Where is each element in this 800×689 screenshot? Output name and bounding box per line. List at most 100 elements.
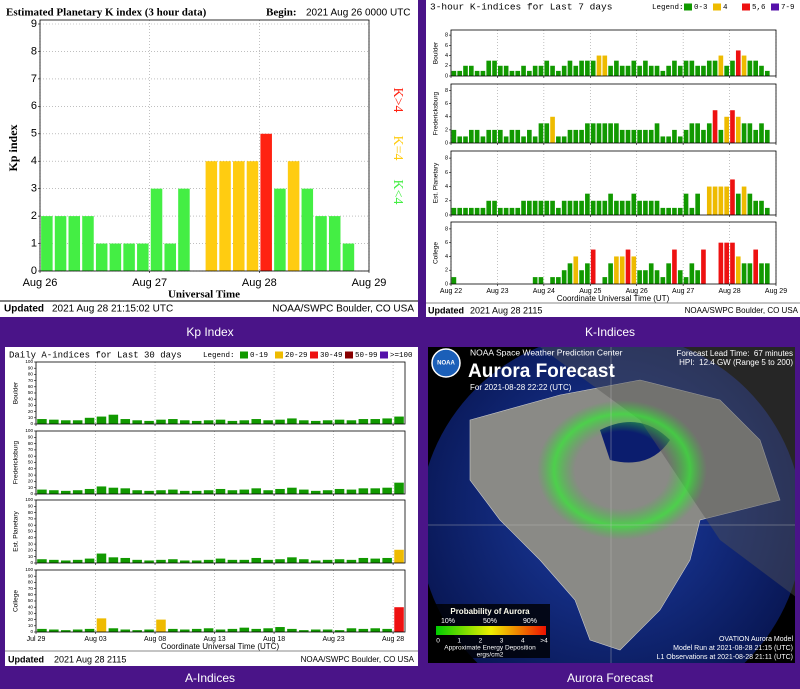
- legend-label: >=100: [390, 352, 413, 360]
- bar: [747, 263, 753, 284]
- bar: [120, 557, 131, 563]
- bar: [180, 629, 190, 632]
- bar: [263, 490, 273, 494]
- bar: [132, 490, 142, 494]
- bar: [180, 420, 190, 424]
- legend-label: 20-29: [285, 352, 308, 360]
- bar: [718, 242, 724, 284]
- bar: [741, 55, 747, 76]
- bar: [468, 65, 474, 76]
- bar: [643, 60, 648, 76]
- bar: [730, 110, 735, 143]
- bar: [382, 557, 392, 563]
- x-tick-label: Aug 18: [263, 636, 285, 643]
- legend-label: 7-9: [781, 4, 795, 12]
- plot-frame: [35, 430, 406, 495]
- y-tick-label: 10: [28, 623, 34, 628]
- bar: [735, 50, 741, 76]
- bar: [596, 200, 602, 215]
- y-tick-label: 2: [445, 198, 448, 204]
- bar: [579, 200, 584, 215]
- y-tick-label: 9: [31, 18, 37, 30]
- y-tick-label: 50: [28, 529, 34, 534]
- bar: [672, 129, 677, 143]
- bar: [251, 419, 261, 424]
- energy-tick: 3: [500, 638, 504, 645]
- observations: L1 Observations at 2021-08-28 21:11 (UTC…: [657, 654, 793, 661]
- bar: [741, 123, 747, 143]
- bar: [123, 243, 135, 271]
- bar: [515, 207, 521, 215]
- bar: [72, 629, 83, 632]
- bar: [463, 136, 468, 143]
- lead-time: Forecast Lead Time: 67 minutes: [677, 349, 794, 358]
- chart-title: Daily A-indices for Last 30 days: [9, 350, 182, 360]
- bar: [451, 277, 457, 284]
- y-tick-label: 0: [445, 212, 448, 218]
- plot-frame: [450, 29, 777, 77]
- bar: [695, 193, 700, 215]
- bar: [474, 207, 480, 215]
- updated-label: Updated: [8, 654, 44, 664]
- bar: [602, 55, 608, 76]
- bar: [246, 161, 259, 271]
- bar: [132, 559, 142, 563]
- bar: [120, 488, 131, 494]
- bar: [299, 420, 309, 424]
- energy-tick: >4: [540, 638, 548, 645]
- bar: [486, 60, 492, 76]
- bar: [643, 200, 648, 215]
- bar: [579, 60, 584, 76]
- bar: [538, 277, 544, 284]
- energy-label: Approximate Energy Deposition: [444, 645, 536, 652]
- bar: [37, 628, 47, 632]
- bar: [515, 70, 521, 76]
- bar: [301, 188, 314, 271]
- bar: [509, 70, 515, 76]
- bar: [561, 136, 567, 143]
- bar: [625, 65, 631, 76]
- y-tick-label: 70: [28, 447, 34, 452]
- bar: [683, 129, 689, 143]
- bar: [84, 488, 95, 494]
- bar: [753, 129, 759, 143]
- bar: [156, 490, 166, 494]
- legend-label: 0-19: [250, 352, 268, 360]
- bar: [54, 216, 67, 271]
- bar: [451, 129, 457, 143]
- bar: [72, 559, 83, 563]
- y-tick-label: 30: [28, 403, 34, 408]
- bar: [503, 65, 509, 76]
- bar: [60, 420, 71, 424]
- bar: [274, 188, 286, 271]
- bar: [394, 482, 404, 494]
- updated: 2021 Aug 28 2115: [470, 305, 542, 315]
- bar: [509, 207, 515, 215]
- bar: [41, 216, 53, 271]
- legend-title: Probability of Aurora: [450, 607, 530, 616]
- bar: [315, 216, 327, 271]
- bar: [527, 129, 532, 143]
- bar: [49, 559, 59, 563]
- bar: [706, 60, 712, 76]
- bar: [178, 188, 190, 271]
- bar: [328, 216, 341, 271]
- bar: [451, 207, 457, 215]
- bar: [322, 420, 333, 424]
- bar: [215, 419, 226, 424]
- y-tick-label: 6: [445, 170, 448, 176]
- bar: [648, 129, 654, 143]
- bar: [287, 557, 297, 563]
- bar: [358, 557, 369, 563]
- energy-tick: 1: [457, 638, 461, 645]
- bar: [239, 489, 250, 494]
- y-tick-label: 30: [28, 472, 34, 477]
- bar: [573, 200, 579, 215]
- bar: [60, 630, 71, 632]
- bar: [648, 263, 654, 284]
- y-tick-label: 0: [30, 421, 33, 426]
- y-tick-label: 20: [28, 479, 34, 484]
- bar: [677, 270, 683, 284]
- bar: [654, 200, 660, 215]
- bar: [346, 559, 357, 563]
